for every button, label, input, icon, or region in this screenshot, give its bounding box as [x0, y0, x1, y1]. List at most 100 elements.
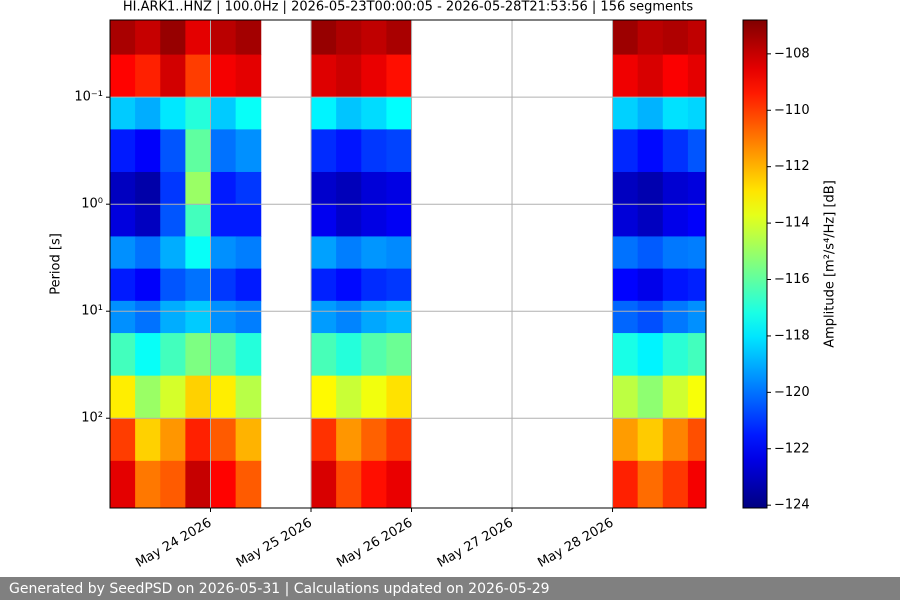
heatmap-cell: [336, 97, 362, 130]
heatmap-cell: [612, 171, 639, 205]
heatmap-cell: [235, 54, 262, 98]
heatmap-cell: [235, 300, 262, 334]
y-tick-label: 10⁰: [81, 197, 103, 212]
heatmap-cell: [311, 375, 337, 419]
heatmap-cell: [110, 333, 136, 377]
heatmap-cell: [361, 460, 387, 508]
heatmap-cell: [135, 300, 161, 334]
heatmap-cell: [110, 236, 136, 270]
heatmap-cell: [110, 129, 136, 173]
heatmap-cell: [336, 129, 362, 173]
heatmap-cell: [361, 129, 387, 173]
heatmap-cell: [637, 333, 664, 377]
heatmap-cell: [687, 54, 706, 98]
heatmap-cell: [311, 97, 337, 130]
heatmap-cell: [637, 418, 664, 462]
heatmap-cell: [135, 375, 161, 419]
heatmap-cell: [110, 375, 136, 419]
heatmap-cell: [386, 129, 413, 173]
heatmap-cell: [361, 97, 387, 130]
heatmap-cell: [386, 171, 413, 205]
y-axis-label: Period [s]: [49, 233, 64, 295]
heatmap-cell: [662, 54, 689, 98]
heatmap-cell: [637, 54, 664, 98]
heatmap-cell: [110, 54, 136, 98]
colorbar-tick-label: −114: [774, 216, 810, 231]
heatmap-cell: [160, 300, 186, 334]
heatmap-cell: [612, 375, 639, 419]
heatmap-cell: [386, 54, 413, 98]
heatmap-cell: [135, 460, 161, 508]
colorbar-label: Amplitude [m²/s⁴/Hz] [dB]: [823, 180, 838, 348]
heatmap-cell: [210, 236, 237, 270]
heatmap-cell: [361, 333, 387, 377]
heatmap-cell: [110, 268, 136, 302]
heatmap-cell: [612, 300, 639, 334]
heatmap-cell: [210, 54, 237, 98]
heatmap-cell: [160, 129, 186, 173]
heatmap-cell: [235, 375, 262, 419]
heatmap-cell: [637, 171, 664, 205]
heatmap-cell: [110, 20, 136, 56]
heatmap-cell: [687, 129, 706, 173]
heatmap-cell: [160, 418, 186, 462]
x-tick-label: May 25 2026: [234, 516, 315, 571]
heatmap-cell: [110, 460, 136, 508]
heatmap-cell: [160, 171, 186, 205]
heatmap-cell: [235, 20, 262, 56]
heatmap-cell: [612, 268, 639, 302]
heatmap-cell: [637, 204, 664, 237]
colorbar-tick-label: −112: [774, 159, 810, 174]
heatmap-cell: [687, 333, 706, 377]
heatmap-cell: [386, 97, 413, 130]
heatmap-cell: [311, 300, 337, 334]
heatmap-cell: [110, 97, 136, 130]
heatmap-cell: [687, 97, 706, 130]
heatmap-cell: [235, 333, 262, 377]
heatmap-cell: [386, 20, 413, 56]
heatmap-cell: [637, 460, 664, 508]
heatmap-cell: [612, 20, 639, 56]
heatmap-cell: [336, 418, 362, 462]
heatmap-cell: [135, 54, 161, 98]
heatmap-cell: [235, 268, 262, 302]
heatmap-cell: [135, 333, 161, 377]
heatmap-cell: [336, 204, 362, 237]
y-tick-label: 10²: [81, 411, 103, 426]
colorbar-tick-label: −118: [774, 328, 810, 343]
heatmap-cell: [110, 171, 136, 205]
x-tick-label: May 28 2026: [535, 516, 616, 571]
heatmap-cell: [336, 375, 362, 419]
heatmap-cell: [185, 460, 212, 508]
heatmap-cell: [361, 418, 387, 462]
heatmap-cell: [185, 171, 212, 205]
heatmap-cell: [637, 20, 664, 56]
heatmap-cell: [135, 129, 161, 173]
heatmap-cell: [637, 375, 664, 419]
heatmap-cell: [386, 375, 413, 419]
heatmap-cell: [612, 129, 639, 173]
heatmap-cell: [361, 171, 387, 205]
heatmap-cell: [135, 171, 161, 205]
heatmap-cell: [612, 333, 639, 377]
heatmap-cell: [235, 129, 262, 173]
plot-frame: [109, 19, 707, 509]
heatmap-cell: [612, 460, 639, 508]
heatmap-cell: [687, 204, 706, 237]
heatmap-cell: [185, 20, 212, 56]
heatmap-cell: [311, 54, 337, 98]
heatmap-cell: [336, 268, 362, 302]
footer-text: Generated by SeedPSD on 2026-05-31 | Cal…: [9, 581, 550, 597]
x-tick-label: May 27 2026: [435, 516, 516, 571]
heatmap-cell: [386, 333, 413, 377]
heatmap-cell: [110, 204, 136, 237]
heatmap-cell: [160, 204, 186, 237]
heatmap-cell: [662, 20, 689, 56]
heatmap-cell: [336, 54, 362, 98]
heatmap-cell: [612, 236, 639, 270]
heatmap-cell: [612, 54, 639, 98]
heatmap-cell: [135, 268, 161, 302]
heatmap-cell: [311, 268, 337, 302]
heatmap-cell: [311, 236, 337, 270]
